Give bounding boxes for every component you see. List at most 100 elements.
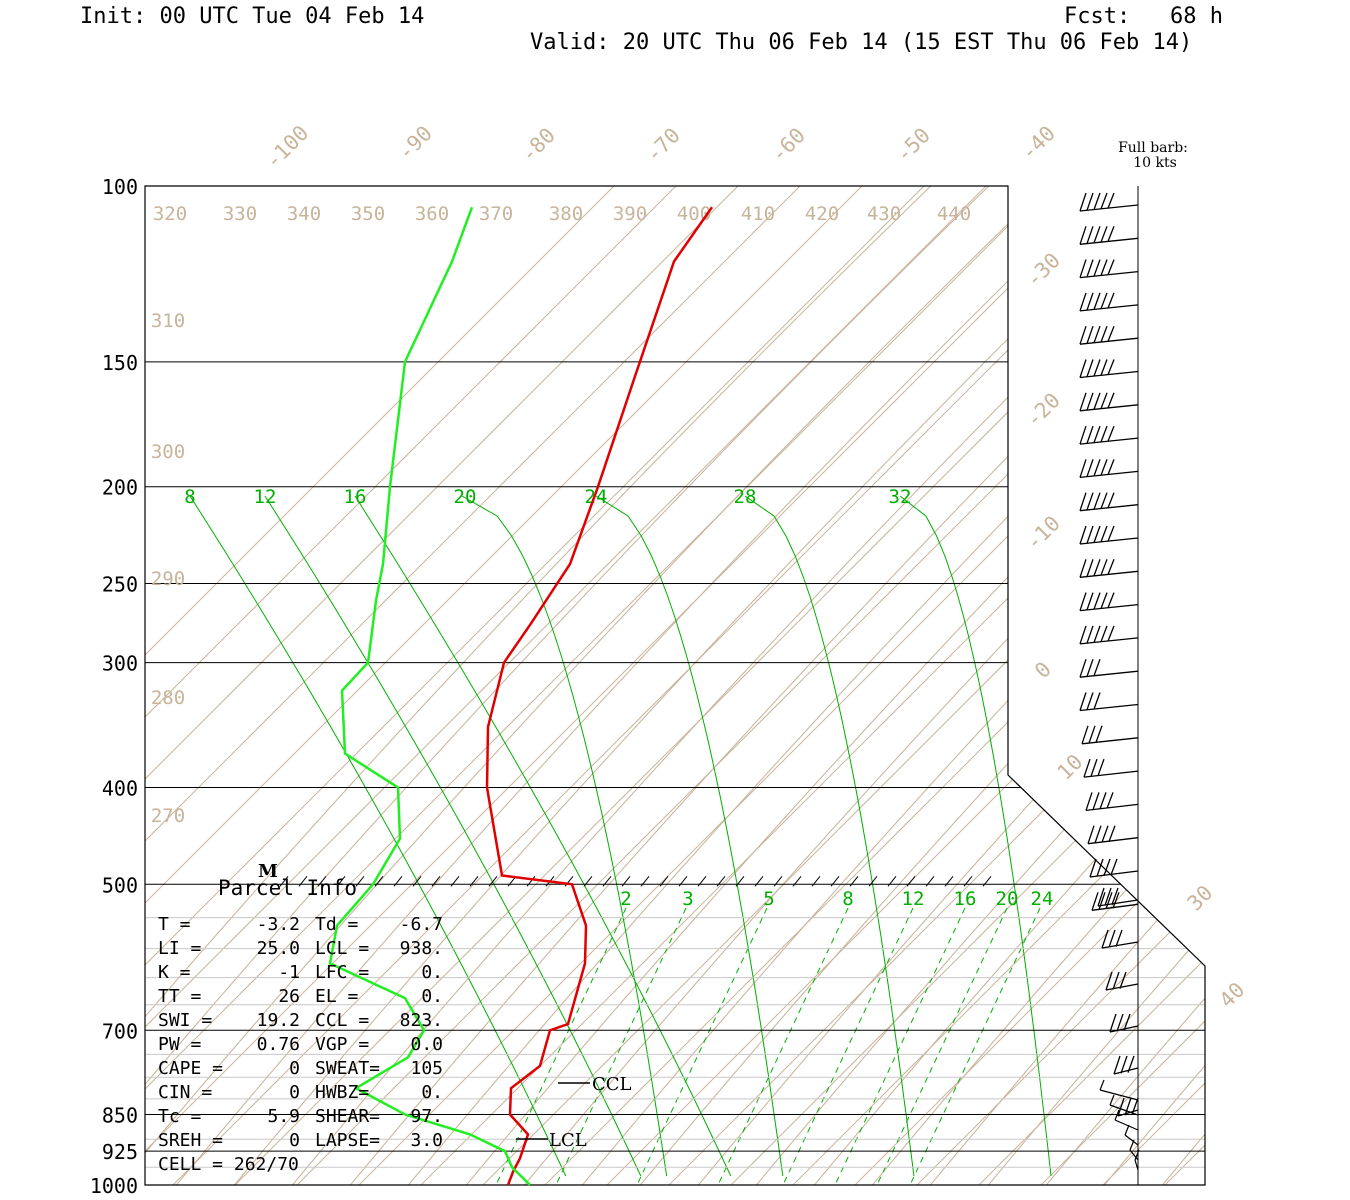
hatch-mark — [412, 875, 422, 887]
valid-time: Valid: 20 UTC Thu 06 Feb 14 (15 EST Thu … — [530, 30, 1193, 55]
wind-barb-flag — [1093, 692, 1101, 710]
wind-barb-flag — [1101, 825, 1109, 843]
hatch-mark — [792, 875, 802, 887]
wind-barb-flag — [1107, 259, 1115, 276]
wind-barb-flag — [1079, 592, 1087, 611]
wind-barb-flag — [1100, 259, 1108, 276]
theta-label: 340 — [287, 203, 321, 225]
moist-adiabat-label: 32 — [889, 486, 912, 508]
wind-barb-flag — [1086, 692, 1094, 711]
wind-barb-shaft — [1105, 983, 1139, 991]
theta-label: 300 — [151, 441, 185, 463]
wind-barb-flag — [1117, 1097, 1125, 1117]
parcel-key: CAPE = — [158, 1058, 223, 1079]
dry-adiabat — [1324, 100, 1350, 1200]
dry-adiabat — [511, 186, 1205, 1185]
wind-barb — [1109, 1013, 1139, 1033]
wind-barb-shaft — [1079, 404, 1139, 412]
isotherm-line — [145, 186, 763, 1185]
wind-barb-flag — [1107, 425, 1115, 442]
mixing-ratio-label: 3 — [682, 888, 693, 910]
pressure-label-250: 250 — [102, 573, 138, 597]
theta-label: 280 — [151, 687, 185, 709]
wind-barb-flag — [1100, 192, 1108, 210]
wind-barb-flag — [1099, 792, 1107, 810]
wind-barb-flag — [1079, 692, 1087, 711]
wind-barb-flag — [1111, 887, 1119, 905]
wind-barb-flag — [1097, 758, 1105, 776]
mixing-ratio-line — [782, 907, 914, 1185]
wind-barb-flag — [1079, 492, 1087, 511]
parcel-key: LAPSE= — [315, 1130, 380, 1151]
diagram-frame — [144, 185, 1206, 1186]
dry-adiabat — [1266, 100, 1350, 1200]
wind-barb-flag — [1081, 725, 1089, 745]
parcel-value: 0.76 — [257, 1034, 300, 1055]
wind-barb-flag — [1086, 658, 1094, 677]
hatch-mark — [925, 875, 935, 887]
isotherm-line — [901, 186, 1205, 1185]
wind-barb-flag — [1079, 625, 1087, 645]
parcel-value: -3.2 — [257, 914, 300, 935]
isotherm-label: 30 — [1183, 881, 1218, 916]
hatch-mark — [488, 875, 498, 887]
dry-adiabat — [453, 186, 1205, 1185]
parcel-value: 3.0 — [410, 1130, 443, 1151]
wind-barb-flag — [1108, 929, 1116, 948]
parcel-value: -6.7 — [400, 914, 443, 935]
wind-barb-flag — [1100, 559, 1108, 576]
hatch-mark — [849, 875, 859, 887]
theta-label: 360 — [415, 203, 449, 225]
parcel-key: SHEAR= — [315, 1106, 380, 1127]
hatch-mark — [450, 875, 460, 887]
wind-barb-flag — [1116, 1013, 1124, 1032]
wind-barb-shaft — [1079, 304, 1139, 312]
wind-barb-flag — [1093, 625, 1101, 643]
wind-barb — [1079, 392, 1139, 412]
wind-barb-shaft — [1087, 837, 1139, 845]
wind-barb-shaft — [1079, 637, 1139, 645]
dewpoint-profile — [328, 206, 531, 1186]
wind-barb — [1079, 425, 1139, 445]
pressure-label-150: 150 — [102, 351, 138, 375]
hatch-mark — [773, 875, 783, 887]
hatch-mark — [336, 875, 346, 887]
parcel-value: 5.9 — [267, 1106, 300, 1127]
wind-barb-flag — [1086, 192, 1094, 211]
isotherm-line — [839, 186, 1205, 1185]
wind-barb-flag — [1100, 459, 1108, 476]
dry-adiabat — [1033, 186, 1205, 1185]
hatch-mark — [374, 875, 384, 887]
wind-barb-flag — [1086, 226, 1094, 244]
wind-barb-shaft — [1079, 270, 1139, 279]
wind-barb — [1079, 325, 1139, 345]
isotherm-label: 0 — [1030, 657, 1056, 683]
wind-barb-flag — [1100, 525, 1108, 543]
wind-barb — [1079, 692, 1139, 712]
parcel-key: CIN = — [158, 1082, 212, 1103]
wind-barb-flag — [1079, 192, 1087, 212]
wind-barb-flag — [1093, 292, 1101, 310]
wind-barb-flag — [1086, 525, 1094, 544]
hatch-mark — [469, 875, 479, 887]
moist-adiabat-label: 16 — [344, 486, 367, 508]
isotherm-line — [1336, 100, 1350, 1200]
wind-barb-flag — [1094, 825, 1102, 844]
wind-barb-flag — [1107, 559, 1115, 575]
isotherm-line — [591, 186, 1205, 1185]
wind-barb-flag — [1083, 758, 1091, 778]
isotherm-label: -50 — [891, 123, 935, 167]
parcel-key: VGP = — [315, 1034, 369, 1055]
wind-barb-shaft — [1079, 370, 1139, 379]
wind-barb — [1097, 887, 1139, 907]
wind-barb-flag — [1100, 359, 1108, 376]
wind-barb-flag — [1079, 359, 1087, 378]
temperature-profile — [485, 206, 714, 1186]
wind-barb-flag — [1090, 758, 1098, 777]
parcel-value: 0. — [421, 962, 443, 983]
isotherm-line — [1025, 186, 1205, 1185]
hatch-mark — [355, 875, 365, 887]
init-time: Init: 00 UTC Tue 04 Feb 14 — [80, 4, 425, 29]
moist-adiabat — [595, 495, 784, 1177]
wind-barb-flag — [1100, 625, 1108, 643]
